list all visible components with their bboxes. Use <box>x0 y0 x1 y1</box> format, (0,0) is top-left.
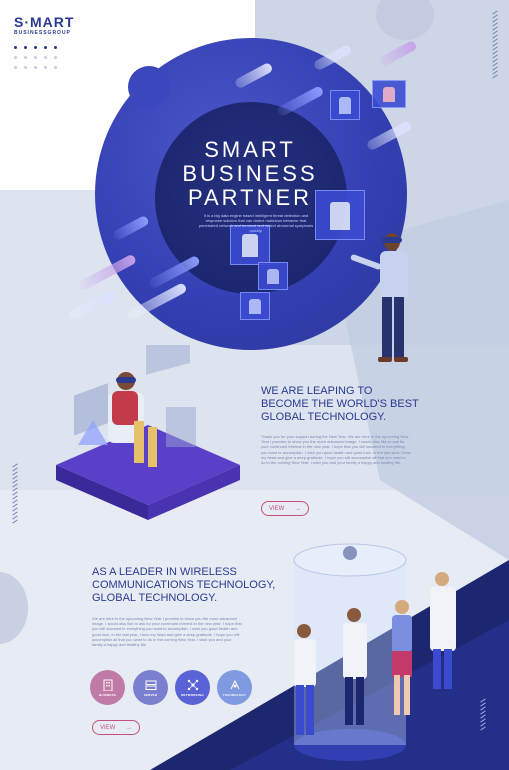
dash-decor-top <box>492 10 498 80</box>
decor-circle-top <box>376 0 434 40</box>
technology-category[interactable]: TECHNOLOGY <box>217 670 252 705</box>
view-button-label: VIEW <box>269 505 285 512</box>
hero-description: It is a big data engine based intelligen… <box>198 213 314 233</box>
building-icon <box>103 679 112 691</box>
view-button-label: VIEW <box>100 724 116 731</box>
video-call-screen <box>240 292 270 320</box>
icon-label: BUSINESS <box>99 692 116 697</box>
arrow-right-icon: → <box>295 505 301 512</box>
vr-platform-illustration <box>56 345 240 520</box>
section1-view-button[interactable]: VIEW → <box>261 501 309 516</box>
icon-label: TECHNOLOGY <box>222 692 247 697</box>
dash-decor-bottom <box>480 698 486 732</box>
dot-grid-decor <box>14 46 64 76</box>
section2-body: We are here in the upcoming New Year I p… <box>92 616 242 648</box>
dash-decor-left <box>12 463 18 525</box>
business-category[interactable]: BUSINESS <box>90 670 125 705</box>
decor-small-circle <box>128 66 170 108</box>
video-call-screen <box>315 190 365 240</box>
logo-subtitle: BUSINESSGROUP <box>14 30 71 36</box>
team-cylinder-illustration <box>293 543 456 761</box>
icon-label: NETWORKING <box>181 692 204 697</box>
section1-body: Thank you for your support during the Ne… <box>261 434 411 466</box>
icon-label: SERVER <box>143 692 158 697</box>
video-call-screen <box>372 80 406 108</box>
networking-category[interactable]: NETWORKING <box>175 670 210 705</box>
video-call-screen <box>258 262 288 290</box>
hero-title: SMART BUSINESS PARTNER <box>182 137 318 210</box>
technology-icon <box>230 679 239 689</box>
arrow-right-icon: → <box>126 724 132 731</box>
vr-businessman-illustration <box>349 225 420 370</box>
video-call-screen <box>230 225 270 265</box>
section1-title: WE ARE LEAPING TO BECOME THE WORLD'S BES… <box>261 385 419 423</box>
video-call-screen <box>330 90 360 120</box>
server-icon <box>145 680 156 690</box>
server-category[interactable]: SERVER <box>133 670 168 705</box>
network-icon <box>187 679 198 690</box>
section2-view-button[interactable]: VIEW → <box>92 720 140 735</box>
logo[interactable]: S·MART <box>14 14 75 30</box>
section2-title: AS A LEADER IN WIRELESS COMMUNICATIONS T… <box>92 566 276 604</box>
